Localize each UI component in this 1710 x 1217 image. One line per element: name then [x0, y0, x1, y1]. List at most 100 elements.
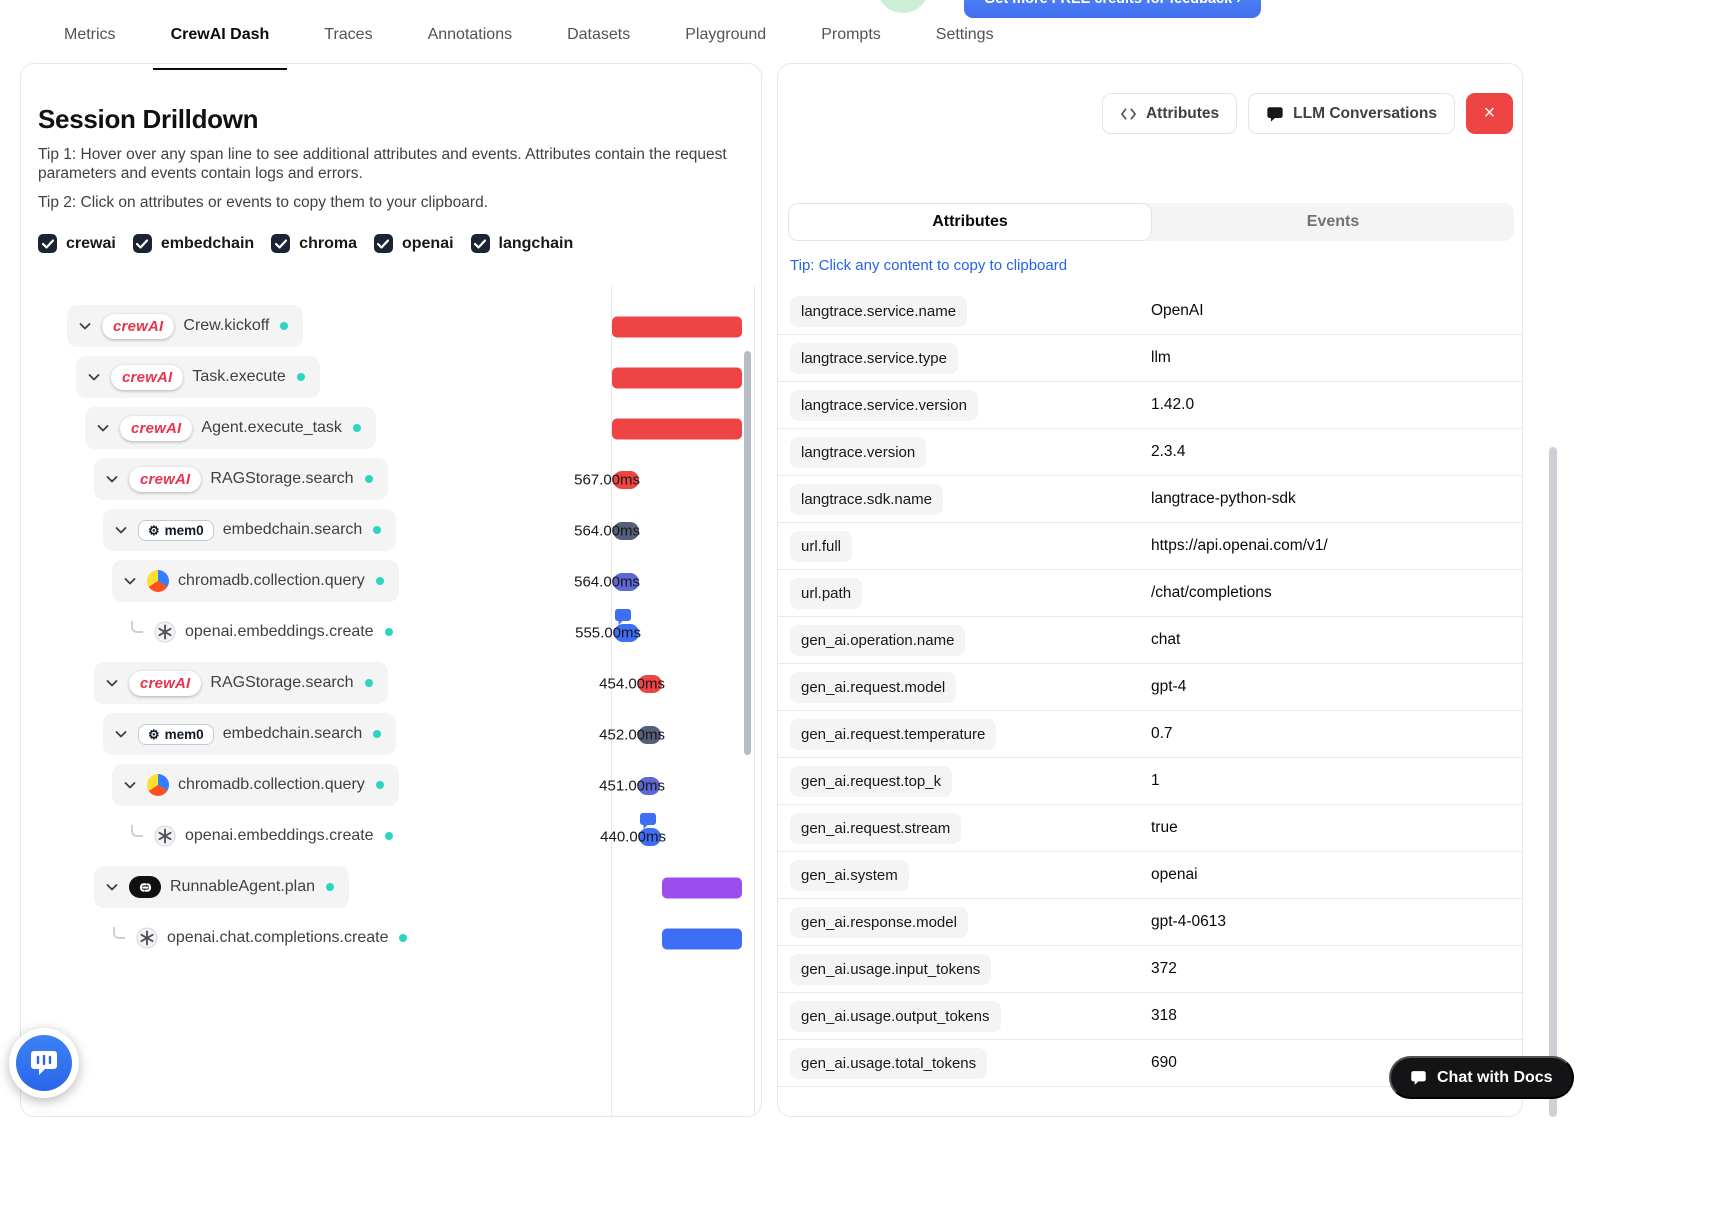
attribute-key[interactable]: langtrace.sdk.name: [790, 483, 943, 515]
attribute-value[interactable]: 318: [1151, 1007, 1177, 1024]
span-head[interactable]: crewAI Task.execute: [76, 356, 320, 398]
checkbox[interactable]: [373, 234, 393, 253]
tab-attributes[interactable]: Attributes: [788, 203, 1152, 241]
checkbox[interactable]: [132, 234, 152, 253]
attribute-key[interactable]: gen_ai.usage.input_tokens: [790, 953, 992, 985]
span-head[interactable]: crewAI RAGStorage.search: [94, 662, 388, 704]
attribute-key[interactable]: url.path: [790, 577, 863, 609]
span-bar[interactable]: [613, 470, 640, 489]
chevron-down-icon[interactable]: [122, 777, 138, 793]
span-bar[interactable]: [612, 367, 742, 388]
checkbox[interactable]: [271, 234, 291, 253]
attribute-value[interactable]: chat: [1151, 631, 1181, 648]
chat-widget-button[interactable]: [9, 1028, 79, 1098]
chat-with-docs-button[interactable]: Chat with Docs: [1389, 1056, 1574, 1099]
chevron-down-icon[interactable]: [95, 420, 111, 436]
chevron-down-icon[interactable]: [104, 675, 120, 691]
chevron-down-icon[interactable]: [104, 471, 120, 487]
checkbox[interactable]: [38, 234, 57, 253]
span-head[interactable]: openai.embeddings.create: [121, 611, 408, 653]
chevron-down-icon[interactable]: [77, 318, 93, 334]
attribute-value[interactable]: gpt-4: [1151, 678, 1187, 695]
attribute-key[interactable]: langtrace.service.type: [790, 342, 958, 374]
attribute-key[interactable]: gen_ai.usage.output_tokens: [790, 1000, 1001, 1032]
nav-tab-prompts[interactable]: Prompts: [821, 0, 881, 70]
attribute-key[interactable]: langtrace.version: [790, 436, 927, 468]
span-bar[interactable]: [614, 623, 640, 642]
span-head[interactable]: chromadb.collection.query: [112, 764, 399, 806]
attribute-value[interactable]: 2.3.4: [1151, 443, 1186, 460]
attribute-value[interactable]: true: [1151, 819, 1178, 836]
span-head[interactable]: ⚙ mem0 embedchain.search: [103, 509, 397, 551]
attribute-key[interactable]: gen_ai.response.model: [790, 906, 968, 938]
filter-row: crewai embedchain chroma openai langchai…: [38, 234, 573, 253]
nav-tab-playground[interactable]: Playground: [685, 0, 766, 70]
span-bar[interactable]: [613, 572, 640, 591]
nav-tab-annotations[interactable]: Annotations: [428, 0, 513, 70]
attribute-key[interactable]: gen_ai.request.temperature: [790, 718, 997, 750]
attributes-button[interactable]: Attributes: [1101, 93, 1238, 134]
vendor-filter-openai[interactable]: openai: [373, 234, 454, 253]
vendor-filter-crewai[interactable]: crewai: [38, 234, 116, 253]
span-bar[interactable]: [638, 674, 663, 693]
vendor-filter-embedchain[interactable]: embedchain: [132, 234, 254, 253]
attribute-key[interactable]: gen_ai.request.model: [790, 671, 957, 703]
span-bar[interactable]: [662, 877, 742, 898]
nav-tab-traces[interactable]: Traces: [324, 0, 372, 70]
attribute-value[interactable]: openai: [1151, 866, 1198, 883]
nav-tab-crewai-dash[interactable]: CrewAI Dash: [152, 0, 287, 70]
span-bar[interactable]: [638, 725, 662, 744]
checkbox[interactable]: [470, 234, 490, 253]
llm-conversations-button[interactable]: LLM Conversations: [1248, 93, 1455, 134]
attribute-key[interactable]: gen_ai.usage.total_tokens: [790, 1047, 988, 1079]
span-head[interactable]: crewAI Agent.execute_task: [85, 407, 376, 449]
attribute-value[interactable]: 1.42.0: [1151, 396, 1195, 413]
span-head[interactable]: chromadb.collection.query: [112, 560, 399, 602]
span-head[interactable]: crewAI Crew.kickoff: [67, 305, 304, 347]
nav-tab-settings[interactable]: Settings: [936, 0, 994, 70]
chevron-down-icon[interactable]: [113, 522, 129, 538]
span-head[interactable]: crewAI RAGStorage.search: [94, 458, 388, 500]
attribute-value[interactable]: llm: [1151, 349, 1171, 366]
span-head[interactable]: openai.chat.completions.create: [103, 917, 422, 959]
attribute-key[interactable]: gen_ai.request.stream: [790, 812, 962, 844]
attribute-key[interactable]: langtrace.service.name: [790, 295, 968, 327]
attribute-key[interactable]: langtrace.service.version: [790, 389, 978, 421]
attribute-key[interactable]: gen_ai.system: [790, 859, 909, 891]
tab-events[interactable]: Events: [1152, 203, 1514, 241]
span-head[interactable]: ⚙ mem0 embedchain.search: [103, 713, 397, 755]
attribute-value[interactable]: gpt-4-0613: [1151, 913, 1226, 930]
credits-button[interactable]: Get more FREE credits for feedback ›: [964, 0, 1262, 18]
span-bar[interactable]: [639, 827, 662, 846]
tree-scrollbar-thumb[interactable]: [744, 351, 751, 755]
attribute-value[interactable]: /chat/completions: [1151, 584, 1272, 601]
vendor-filter-chroma[interactable]: chroma: [271, 234, 357, 253]
chevron-down-icon[interactable]: [122, 573, 138, 589]
span-bar[interactable]: [613, 521, 640, 540]
attribute-value[interactable]: OpenAI: [1151, 302, 1204, 319]
vendor-filter-langchain[interactable]: langchain: [470, 234, 573, 253]
attribute-value[interactable]: 690: [1151, 1054, 1177, 1071]
attribute-value[interactable]: 1: [1151, 772, 1160, 789]
status-dot: [326, 883, 335, 891]
attribute-key[interactable]: gen_ai.request.top_k: [790, 765, 953, 797]
attribute-value[interactable]: https://api.openai.com/v1/: [1151, 537, 1328, 554]
span-head[interactable]: openai.embeddings.create: [121, 815, 408, 857]
chevron-down-icon[interactable]: [86, 369, 102, 385]
span-bar[interactable]: [662, 928, 742, 949]
chevron-down-icon[interactable]: [113, 726, 129, 742]
span-bar[interactable]: [638, 776, 661, 795]
attribute-key[interactable]: gen_ai.operation.name: [790, 624, 966, 656]
page-scrollbar-thumb[interactable]: [1549, 447, 1557, 1117]
nav-tab-metrics[interactable]: Metrics: [64, 0, 116, 70]
span-bar[interactable]: [612, 316, 742, 337]
chevron-down-icon[interactable]: [104, 879, 120, 895]
nav-tab-datasets[interactable]: Datasets: [567, 0, 630, 70]
attribute-key[interactable]: url.full: [790, 530, 853, 562]
span-head[interactable]: RunnableAgent.plan: [94, 866, 350, 908]
attribute-value[interactable]: langtrace-python-sdk: [1151, 490, 1296, 507]
attribute-value[interactable]: 372: [1151, 960, 1177, 977]
span-bar[interactable]: [612, 418, 742, 439]
attribute-value[interactable]: 0.7: [1151, 725, 1173, 742]
close-button[interactable]: ×: [1466, 93, 1513, 134]
